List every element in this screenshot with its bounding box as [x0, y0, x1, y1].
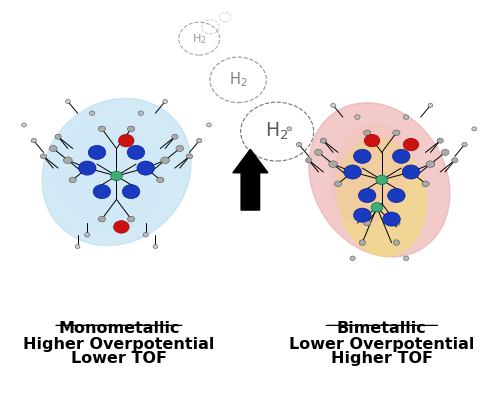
Ellipse shape	[90, 111, 95, 115]
Circle shape	[364, 134, 380, 147]
Circle shape	[358, 188, 376, 203]
Ellipse shape	[172, 134, 178, 139]
Ellipse shape	[69, 177, 76, 182]
Ellipse shape	[98, 126, 106, 132]
Circle shape	[78, 161, 96, 175]
Ellipse shape	[64, 157, 72, 164]
Text: Lower Overpotential: Lower Overpotential	[289, 337, 474, 352]
Ellipse shape	[472, 127, 476, 131]
Ellipse shape	[143, 233, 148, 237]
Ellipse shape	[128, 126, 134, 132]
Ellipse shape	[153, 245, 158, 248]
Circle shape	[371, 203, 383, 212]
Text: H$_2$: H$_2$	[192, 32, 206, 45]
Ellipse shape	[392, 130, 400, 135]
Ellipse shape	[287, 127, 292, 131]
Ellipse shape	[22, 123, 26, 127]
Ellipse shape	[42, 98, 191, 246]
Circle shape	[402, 165, 420, 179]
Circle shape	[388, 188, 405, 203]
Ellipse shape	[314, 149, 322, 156]
Ellipse shape	[31, 138, 36, 143]
Circle shape	[93, 184, 110, 199]
Ellipse shape	[359, 240, 366, 245]
Ellipse shape	[206, 123, 212, 127]
Ellipse shape	[426, 161, 435, 167]
Ellipse shape	[161, 157, 170, 164]
Ellipse shape	[355, 115, 360, 119]
Ellipse shape	[186, 154, 192, 159]
Ellipse shape	[441, 149, 449, 156]
Ellipse shape	[328, 161, 338, 167]
Ellipse shape	[162, 100, 168, 103]
Ellipse shape	[338, 139, 426, 256]
Text: Bimetallic: Bimetallic	[337, 321, 426, 336]
Ellipse shape	[52, 121, 161, 231]
FancyArrow shape	[233, 149, 268, 210]
Ellipse shape	[392, 220, 400, 226]
Ellipse shape	[156, 177, 164, 182]
Ellipse shape	[66, 100, 70, 103]
Circle shape	[344, 165, 362, 179]
Ellipse shape	[306, 158, 312, 163]
Ellipse shape	[334, 181, 342, 186]
Ellipse shape	[404, 256, 409, 261]
Circle shape	[88, 145, 106, 160]
Ellipse shape	[422, 181, 429, 186]
Ellipse shape	[309, 103, 450, 257]
Ellipse shape	[452, 158, 458, 163]
Ellipse shape	[128, 216, 134, 222]
Text: Higher TOF: Higher TOF	[331, 351, 433, 366]
Ellipse shape	[75, 245, 80, 248]
Circle shape	[354, 208, 371, 222]
Circle shape	[403, 138, 419, 151]
Circle shape	[137, 161, 154, 175]
Text: Higher Overpotential: Higher Overpotential	[23, 337, 214, 352]
Ellipse shape	[350, 256, 356, 261]
Ellipse shape	[296, 142, 302, 147]
Text: H$_2$: H$_2$	[266, 121, 289, 142]
Ellipse shape	[332, 124, 407, 224]
Ellipse shape	[404, 115, 409, 119]
Ellipse shape	[330, 103, 336, 107]
Ellipse shape	[462, 142, 467, 147]
Circle shape	[114, 221, 129, 233]
Ellipse shape	[437, 138, 444, 143]
Ellipse shape	[364, 220, 371, 226]
Ellipse shape	[138, 111, 143, 115]
Ellipse shape	[196, 138, 202, 143]
Circle shape	[110, 171, 122, 181]
Ellipse shape	[40, 154, 46, 159]
Ellipse shape	[98, 216, 106, 222]
Circle shape	[122, 184, 140, 199]
Ellipse shape	[393, 240, 400, 245]
Circle shape	[392, 149, 410, 164]
Ellipse shape	[320, 138, 326, 143]
Circle shape	[354, 149, 371, 164]
Ellipse shape	[50, 145, 57, 152]
Ellipse shape	[364, 130, 371, 135]
Text: H$_2$: H$_2$	[229, 70, 248, 89]
Ellipse shape	[176, 145, 184, 152]
Text: Lower TOF: Lower TOF	[71, 351, 167, 366]
Ellipse shape	[428, 103, 433, 107]
Circle shape	[376, 175, 388, 184]
Circle shape	[118, 134, 134, 147]
Ellipse shape	[55, 134, 61, 139]
Text: Monometallic: Monometallic	[58, 321, 180, 336]
Circle shape	[383, 212, 400, 226]
Ellipse shape	[84, 233, 90, 237]
Circle shape	[127, 145, 144, 160]
